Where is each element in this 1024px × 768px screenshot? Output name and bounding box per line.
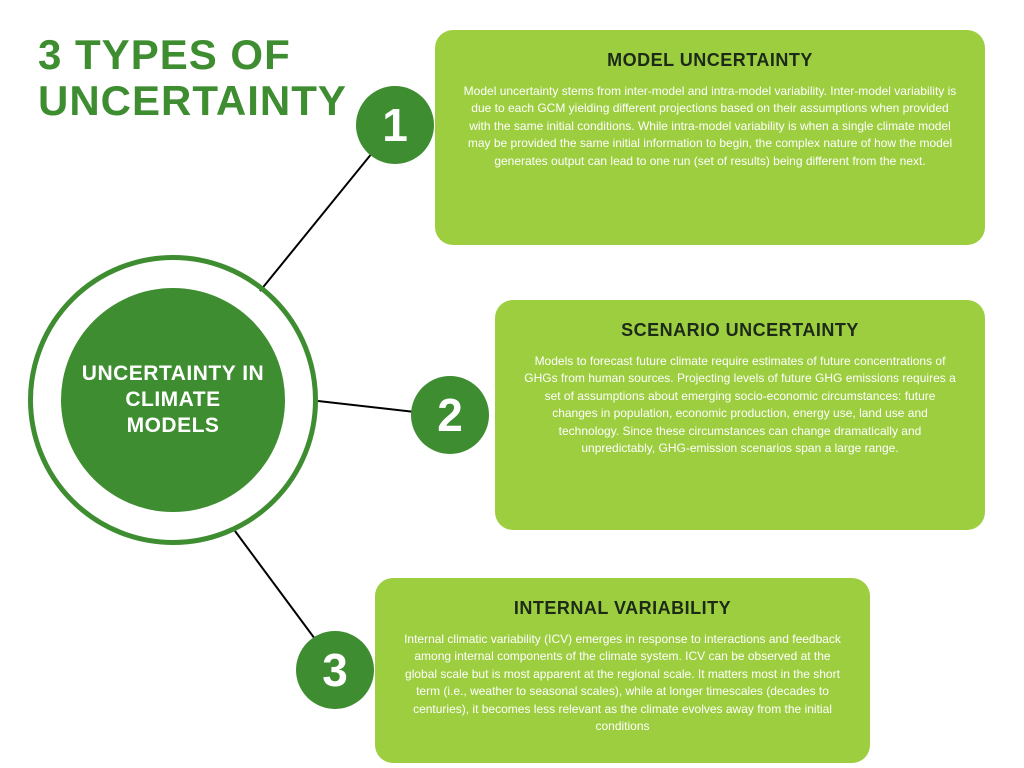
card-2-body: Models to forecast future climate requir… [523,353,957,457]
card-3: INTERNAL VARIABILITY Internal climatic v… [375,578,870,763]
hub-label: UNCERTAINTY IN CLIMATE MODELS [81,361,265,440]
card-3-title: INTERNAL VARIABILITY [403,598,842,619]
card-1: MODEL UNCERTAINTY Model uncertainty stem… [435,30,985,245]
hub-outer-ring: UNCERTAINTY IN CLIMATE MODELS [28,255,318,545]
hub-inner-circle: UNCERTAINTY IN CLIMATE MODELS [61,288,285,512]
card-2: SCENARIO UNCERTAINTY Models to forecast … [495,300,985,530]
card-3-body: Internal climatic variability (ICV) emer… [403,631,842,735]
card-2-title: SCENARIO UNCERTAINTY [523,320,957,341]
badge-1: 1 [356,86,434,164]
badge-3: 3 [296,631,374,709]
card-1-title: MODEL UNCERTAINTY [463,50,957,71]
badge-2: 2 [411,376,489,454]
card-1-body: Model uncertainty stems from inter-model… [463,83,957,170]
page-title: 3 TYPES OFUNCERTAINTY [38,32,347,124]
